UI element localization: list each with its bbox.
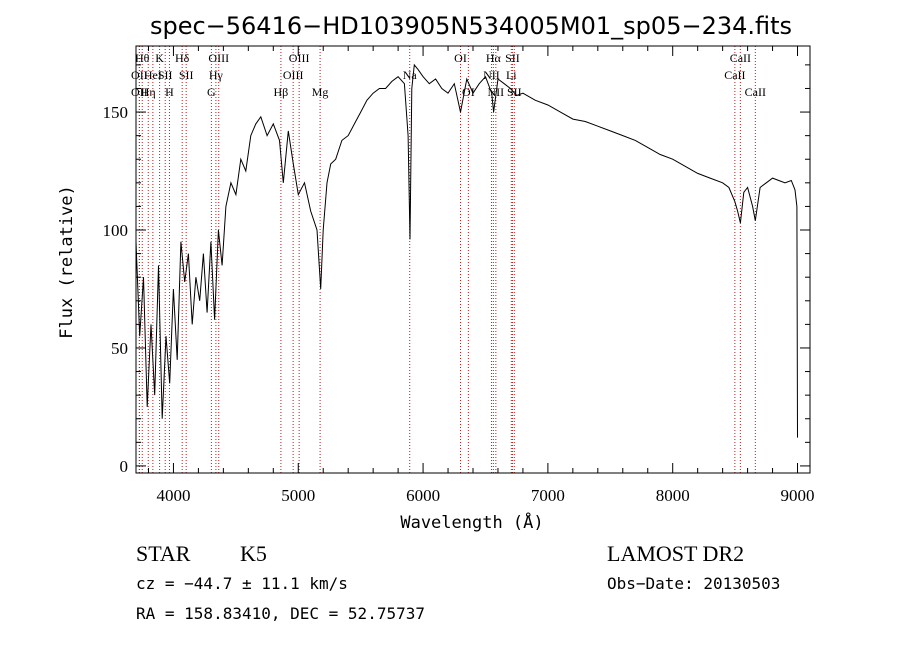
line-marker-label-5: K xyxy=(155,51,164,65)
object-subclass: K5 xyxy=(240,541,267,566)
survey-name: LAMOST DR2 xyxy=(607,541,744,566)
line-marker-label-1: OII xyxy=(131,85,148,99)
coordinates-text: RA = 158.83410, DEC = 52.75737 xyxy=(136,604,425,623)
chart-title: spec−56416−HD103905N534005M01_sp05−234.f… xyxy=(150,12,792,40)
line-marker-label-14: OIII xyxy=(283,68,304,82)
plot-frame xyxy=(135,45,811,474)
line-marker-label-2: Hθ xyxy=(135,51,150,65)
line-marker-label-12: OIII xyxy=(208,51,229,65)
line-marker-label-20: NII xyxy=(483,68,500,82)
line-marker-label-8: Hδ xyxy=(175,51,190,65)
line-marker-label-13: Hβ xyxy=(274,85,289,99)
line-marker-label-16: Mg xyxy=(312,85,329,99)
line-marker-label-23: Li xyxy=(506,68,517,82)
x-tick-label-2: 6000 xyxy=(406,486,440,505)
y-tick-label-0: 0 xyxy=(120,457,129,476)
x-tick-label-3: 7000 xyxy=(531,486,565,505)
line-marker-label-18: OI xyxy=(454,51,467,65)
obs-date-text: Obs−Date: 20130503 xyxy=(607,574,780,593)
line-marker-label-15: OIII xyxy=(289,51,310,65)
x-tick-label-1: 5000 xyxy=(281,486,315,505)
x-tick-label-0: 4000 xyxy=(156,486,190,505)
x-tick-label-4: 8000 xyxy=(656,486,690,505)
object-class: STAR xyxy=(136,541,191,566)
line-marker-label-27: CaII xyxy=(730,51,751,65)
y-axis-ticks: 0 50 100 150 xyxy=(103,64,810,476)
line-marker-label-11: Hγ xyxy=(209,68,224,82)
line-marker-label-4: HeI xyxy=(144,68,162,82)
x-axis-label: Wavelength (Å) xyxy=(400,511,543,533)
line-marker-label-24: SII xyxy=(505,51,520,65)
spectrum-series-line xyxy=(135,63,798,438)
spectral-line-markers xyxy=(138,46,756,473)
x-axis-ticks: 4000 5000 6000 7000 8000 9000 xyxy=(147,46,815,505)
redshift-text: cz = −44.7 ± 11.1 km/s xyxy=(136,574,348,593)
line-marker-label-9: SII xyxy=(179,68,194,82)
y-tick-label-1: 50 xyxy=(111,339,128,358)
y-tick-label-3: 150 xyxy=(103,103,129,122)
line-marker-label-6: SII xyxy=(158,68,173,82)
line-marker-label-10: G xyxy=(207,85,216,99)
line-marker-label-21: Hα xyxy=(486,51,502,65)
line-marker-label-28: CaII xyxy=(745,85,766,99)
line-marker-label-26: CaII xyxy=(724,68,745,82)
y-tick-label-2: 100 xyxy=(103,221,129,240)
line-marker-label-7: H xyxy=(165,85,174,99)
line-marker-label-3: Hη xyxy=(141,85,156,99)
y-axis-label: Flux (relative) xyxy=(57,185,77,339)
line-marker-label-0: OII xyxy=(131,68,148,82)
x-tick-label-5: 9000 xyxy=(781,486,815,505)
line-marker-label-17: Na xyxy=(403,68,418,82)
